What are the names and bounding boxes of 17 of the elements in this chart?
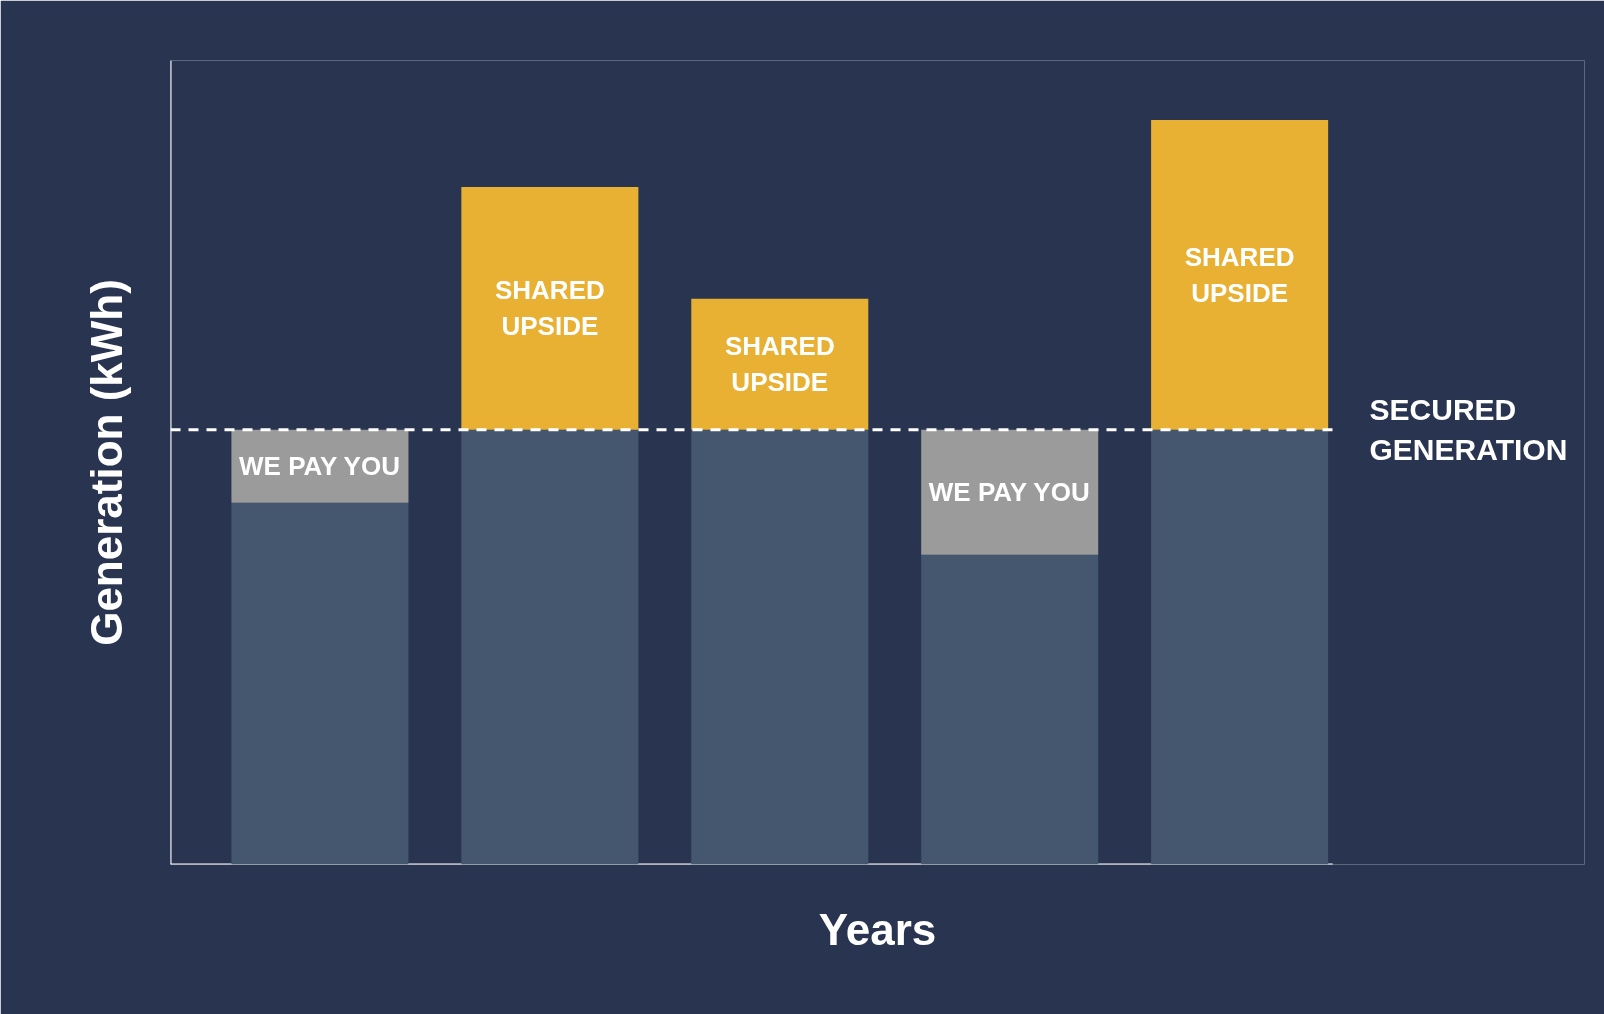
bar bbox=[921, 554, 1099, 865]
bar bbox=[691, 429, 869, 865]
series-label: SHARED UPSIDE bbox=[724, 331, 835, 398]
bar bbox=[1151, 429, 1329, 865]
bar bbox=[231, 502, 409, 865]
y-axis-title: Generation (kWh) bbox=[81, 279, 131, 646]
bar bbox=[921, 429, 1099, 555]
bar bbox=[1151, 120, 1329, 430]
bar bbox=[461, 187, 639, 430]
text: WE PAY YOU bbox=[928, 477, 1090, 508]
text: SHARED UPSIDE bbox=[1184, 241, 1295, 308]
ref-line-label: SECURED GENERATION bbox=[1369, 393, 1568, 467]
x-axis-title: Years bbox=[818, 904, 937, 954]
bar bbox=[461, 429, 639, 865]
series-label: WE PAY YOU bbox=[239, 451, 400, 482]
bar bbox=[691, 298, 869, 430]
text: SHARED UPSIDE bbox=[494, 275, 605, 342]
